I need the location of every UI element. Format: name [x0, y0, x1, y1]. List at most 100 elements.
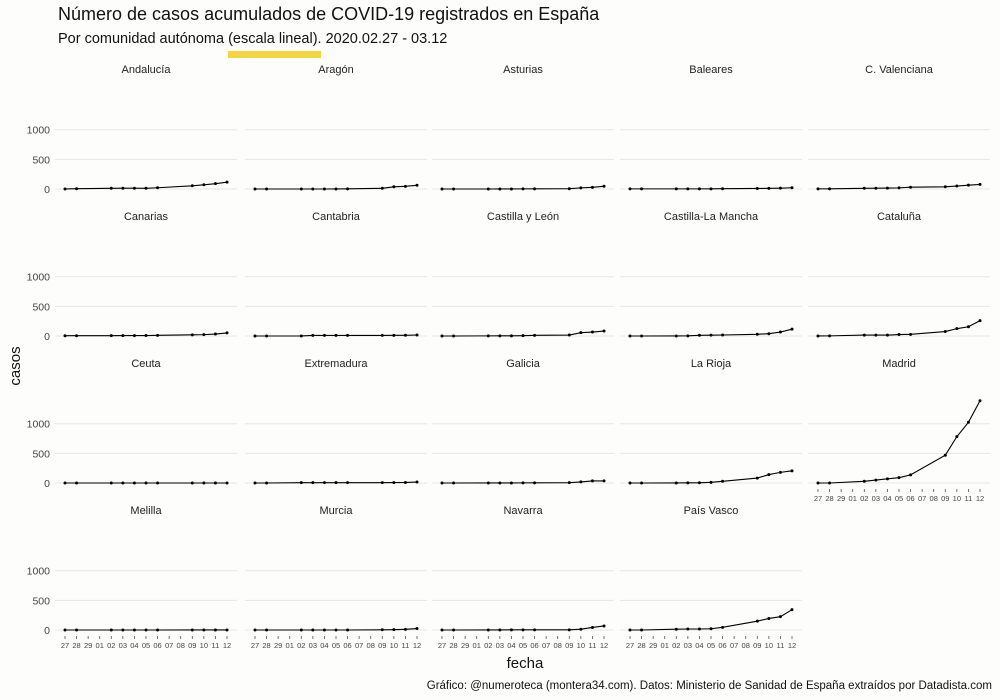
data-point — [816, 334, 820, 338]
data-point — [862, 333, 866, 337]
data-point — [709, 187, 713, 191]
x-tick-label: 28 — [825, 494, 833, 503]
data-point — [828, 481, 832, 485]
data-point — [909, 185, 913, 189]
x-tick-label: 01 — [473, 641, 481, 650]
x-tick-label: 29 — [84, 641, 92, 650]
data-point — [75, 187, 79, 191]
data-point — [225, 331, 229, 335]
data-point — [322, 187, 326, 191]
data-point — [75, 628, 79, 632]
data-point — [380, 628, 384, 632]
data-point — [63, 334, 67, 338]
y-tick-label: 500 — [32, 448, 50, 460]
x-tick-label: 08 — [742, 641, 750, 650]
panel-title: Navarra — [503, 505, 543, 517]
data-point — [755, 186, 759, 190]
x-tick-label: 27 — [251, 641, 259, 650]
data-point — [590, 625, 594, 629]
data-point — [190, 333, 194, 337]
data-point — [265, 187, 269, 191]
chart-caption: Gráfico: @numeroteca (montera34.com). Da… — [426, 680, 992, 692]
data-point — [392, 185, 396, 189]
data-point — [955, 435, 959, 439]
data-point — [686, 334, 690, 338]
data-point — [509, 187, 513, 191]
data-point — [225, 481, 229, 485]
data-point — [452, 481, 456, 485]
data-point — [392, 333, 396, 337]
data-point — [156, 333, 160, 337]
x-tick-label: 03 — [684, 641, 692, 650]
x-tick-label: 12 — [223, 641, 231, 650]
x-tick-label: 28 — [449, 641, 457, 650]
x-tick-label: 01 — [286, 641, 294, 650]
data-point — [452, 628, 456, 632]
y-axis-title: casos — [7, 346, 24, 385]
data-point — [640, 481, 644, 485]
data-point — [721, 479, 725, 483]
data-point — [403, 333, 407, 337]
data-point — [299, 628, 303, 632]
data-point — [966, 183, 970, 187]
data-point — [590, 479, 594, 483]
chart-title: Número de casos acumulados de COVID-19 r… — [58, 4, 600, 24]
x-tick-label: 10 — [765, 641, 773, 650]
x-tick-label: 05 — [707, 641, 715, 650]
data-point — [628, 628, 632, 632]
data-point — [380, 481, 384, 485]
panel-title: Baleares — [689, 64, 733, 76]
data-point — [486, 334, 490, 338]
x-tick-label: 28 — [637, 641, 645, 650]
data-point — [202, 333, 206, 337]
x-tick-label: 27 — [814, 494, 822, 503]
data-point — [121, 186, 125, 190]
x-tick-label: 29 — [274, 641, 282, 650]
x-tick-label: 11 — [965, 494, 973, 503]
data-point — [440, 628, 444, 632]
x-tick-label: 03 — [309, 641, 317, 650]
data-point — [346, 187, 350, 191]
panel-title: País Vasco — [684, 505, 739, 517]
y-tick-label: 0 — [44, 184, 50, 196]
data-point — [909, 332, 913, 336]
data-point — [299, 481, 303, 485]
data-point — [509, 334, 513, 338]
panel-title: Cantabria — [312, 211, 361, 223]
data-point — [346, 333, 350, 337]
data-point — [403, 627, 407, 631]
data-point — [674, 187, 678, 191]
x-tick-label: 07 — [542, 641, 550, 650]
data-point — [403, 184, 407, 188]
x-tick-label: 27 — [61, 641, 69, 650]
data-point — [334, 333, 338, 337]
panel-title: Castilla-La Mancha — [664, 211, 759, 223]
data-point — [778, 615, 782, 619]
x-tick-label: 29 — [649, 641, 657, 650]
data-point — [602, 184, 606, 188]
data-point — [579, 331, 583, 335]
x-tick-label: 07 — [730, 641, 738, 650]
data-point — [265, 481, 269, 485]
chart-subtitle: Por comunidad autónoma (escala lineal). … — [58, 31, 448, 47]
data-point — [567, 333, 571, 337]
data-point — [697, 481, 701, 485]
x-tick-label: 07 — [165, 641, 173, 650]
data-point — [202, 628, 206, 632]
x-tick-label: 06 — [343, 641, 351, 650]
data-point — [628, 334, 632, 338]
x-tick-label: 09 — [188, 641, 196, 650]
data-point — [721, 333, 725, 337]
data-point — [63, 481, 67, 485]
x-tick-label: 10 — [390, 641, 398, 650]
data-point — [697, 333, 701, 337]
data-point — [144, 481, 148, 485]
x-tick-label: 06 — [718, 641, 726, 650]
panel-title: C. Valenciana — [865, 64, 934, 76]
data-point — [225, 628, 229, 632]
data-point — [498, 334, 502, 338]
data-point — [790, 327, 794, 331]
x-tick-label: 09 — [565, 641, 573, 650]
series-line — [818, 400, 981, 484]
data-point — [486, 481, 490, 485]
